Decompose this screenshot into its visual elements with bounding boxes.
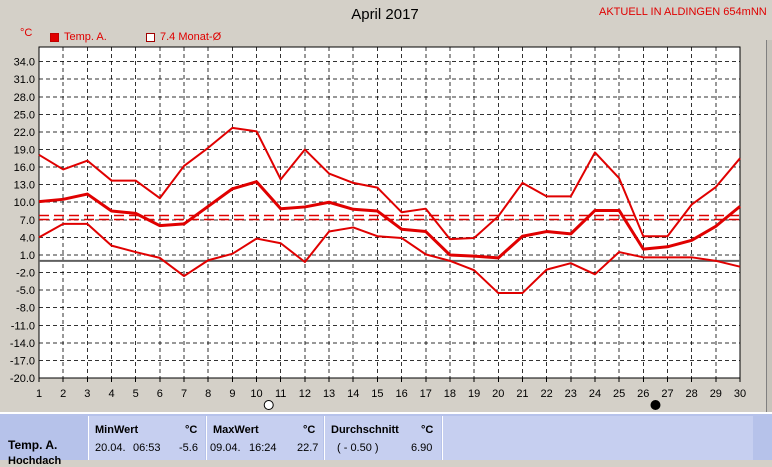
stat-max-value: 22.7 [297,442,319,454]
x-tick-label: 26 [637,388,649,400]
x-tick-label: 30 [734,388,746,400]
y-tick-label: 13.0 [14,180,35,192]
x-tick-label: 21 [516,388,528,400]
y-tick-label: -14.0 [10,338,35,350]
x-tick-label: 15 [371,388,383,400]
stat-max-header: MaxWert [213,424,259,436]
filled-circle-marker-icon [650,400,661,410]
y-tick-label: 7.0 [20,215,35,227]
stat-max-date: 09.04. [210,442,241,454]
x-tick-label: 17 [420,388,432,400]
day-markers [263,400,661,410]
y-tick-label: 25.0 [14,109,35,121]
x-tick-label: 8 [205,388,211,400]
stat-min-time: 06:53 [133,442,161,454]
temperature-chart: 34.031.028.025.022.019.016.013.010.07.04… [10,46,746,410]
y-tick-label: -2.0 [16,268,35,280]
x-tick-label: 18 [444,388,456,400]
x-tick-label: 10 [250,388,262,400]
plot-area [38,46,741,379]
x-tick-label: 20 [492,388,504,400]
y-tick-label: 34.0 [14,57,35,69]
y-tick-label: -8.0 [16,303,35,315]
x-tick-label: 2 [60,388,66,400]
y-tick-label: -5.0 [16,285,35,297]
y-tick-label: 22.0 [14,127,35,139]
legend-average-swatch-icon [146,32,155,42]
y-tick-label: 31.0 [14,74,35,86]
x-tick-label: 25 [613,388,625,400]
series-line-mean [38,180,741,260]
x-tick-label: 7 [181,388,187,400]
x-tick-label: 12 [299,388,311,400]
x-tick-label: 1 [36,388,42,400]
stat-max-time: 16:24 [249,442,277,454]
stat-min-unit: °C [185,424,198,436]
stats-row-label: Temp. A. [8,438,58,452]
y-tick-label: 1.0 [20,250,35,262]
stat-empty-box [442,416,753,460]
y-tick-label: -11.0 [11,320,35,332]
x-tick-label: 3 [84,388,90,400]
statistics-panel: Temp. A. Hochdach MinWert °C 20.04. 06:5… [0,412,772,467]
y-tick-label: -20.0 [10,373,35,385]
open-circle-marker-icon [263,400,274,410]
y-tick-label: 10.0 [14,197,35,209]
stat-average-box: Durchschnitt °C ( - 0.50 ) 6.90 [324,416,441,460]
y-tick-label: 28.0 [14,92,35,104]
live-location-label: AKTUELL IN ALDINGEN 654mNN [599,6,767,18]
stat-average-note: ( - 0.50 ) [337,442,379,454]
chart-title: April 2017 [351,6,419,23]
x-tick-labels: 1 2 3 4 5 6 7 8 9 10 11 12 13 14 15 16 17 18 19 20 21 22 23 24 2… [36,388,746,400]
x-tick-label: 28 [686,388,698,400]
legend-temp-swatch-icon [50,32,59,42]
x-tick-label: 22 [540,388,552,400]
x-tick-label: 16 [395,388,407,400]
x-tick-label: 24 [589,388,601,400]
legend-monthly-average: 7.4 Monat-Ø [146,31,221,43]
stat-min-value: -5.6 [179,442,198,454]
legend-temp: Temp. A. [50,31,107,43]
y-tick-label: 16.0 [14,162,35,174]
y-tick-label: 19.0 [14,145,35,157]
x-tick-label: 19 [468,388,480,400]
x-tick-label: 5 [133,388,139,400]
y-axis-unit: °C [20,27,33,39]
stat-min-header: MinWert [95,424,139,436]
stat-max-unit: °C [303,424,316,436]
x-tick-label: 29 [710,388,722,400]
x-tick-label: 13 [323,388,335,400]
stat-min-box: MinWert °C 20.04. 06:53 -5.6 [88,416,205,460]
x-tick-label: 9 [229,388,235,400]
x-tick-label: 4 [108,388,114,400]
x-tick-label: 27 [661,388,673,400]
y-tick-label: 4.0 [20,232,35,244]
x-tick-label: 11 [275,388,286,400]
stat-min-date: 20.04. [95,442,126,454]
series-lines [38,126,741,295]
series-line-max [38,126,741,241]
stats-row-label-2: Hochdach [8,455,62,467]
x-tick-label: 23 [565,388,577,400]
stat-average-unit: °C [421,424,434,436]
x-tick-label: 6 [157,388,163,400]
series-line-min [38,222,741,295]
stat-average-value: 6.90 [411,442,433,454]
legend-temp-label: Temp. A. [64,31,107,43]
side-scroll-panel[interactable] [766,40,772,412]
x-tick-label: 14 [347,388,359,400]
stat-average-header: Durchschnitt [331,424,399,436]
y-tick-labels: 34.0 31.0 28.0 25.0 22.0 19.0 16.0 13.0 10.0 7.0 4… [10,57,35,385]
legend-average-label: 7.4 Monat-Ø [160,31,222,43]
stat-max-box: MaxWert °C 09.04. 16:24 22.7 [206,416,323,460]
y-tick-label: -17.0 [10,355,35,367]
